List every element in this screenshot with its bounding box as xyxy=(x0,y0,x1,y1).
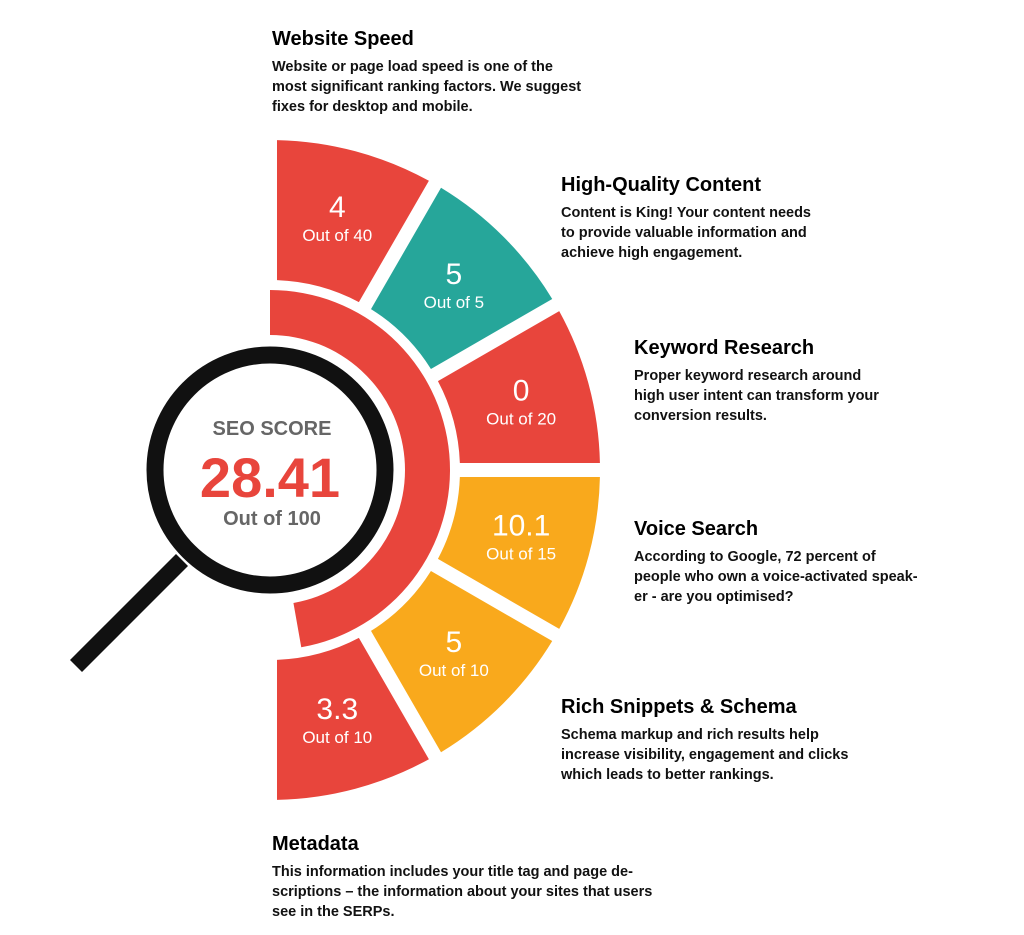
score-segment: 4 Out of 40 xyxy=(276,140,429,303)
factor-title: High-Quality Content xyxy=(561,174,761,196)
segment-out-of: Out of 40 xyxy=(302,226,372,245)
score-segments: 4 Out of 40 5 Out of 5 0 Out of 20 10.1 Out of … xyxy=(276,140,600,800)
segment-out-of: Out of 20 xyxy=(486,410,556,429)
factor-description: Website or page load speed is one of the… xyxy=(272,59,582,115)
factor-description: According to Google, 72 percent of people… xyxy=(634,549,918,605)
factor-description: Proper keyword research around high user … xyxy=(634,368,879,424)
magnifier-icon xyxy=(69,346,394,673)
score-out-of: Out of 100 xyxy=(223,508,321,530)
segment-value: 5 xyxy=(446,258,463,291)
factor-title: Rich Snippets & Schema xyxy=(561,696,797,718)
score-segment: 5 Out of 10 xyxy=(370,570,553,753)
score-value: 28.41 xyxy=(200,446,340,509)
score-inner-arc xyxy=(270,290,450,648)
segment-value: 0 xyxy=(513,375,530,408)
factor-voice-search: Voice Search According to Google, 72 per… xyxy=(634,517,994,607)
score-title: SEO SCORE xyxy=(213,418,332,440)
segment-out-of: Out of 10 xyxy=(419,661,489,680)
factor-description: This information includes your title tag… xyxy=(272,864,653,920)
factor-keyword-research: Keyword Research Proper keyword research… xyxy=(634,336,994,426)
factor-website-speed: Website Speed Website or page load speed… xyxy=(272,27,632,117)
segment-out-of: Out of 10 xyxy=(302,728,372,747)
segment-value: 4 xyxy=(329,191,346,224)
segment-value: 3.3 xyxy=(316,693,358,726)
segment-shape xyxy=(276,637,429,800)
segment-out-of: Out of 5 xyxy=(424,293,484,312)
score-segment: 3.3 Out of 10 xyxy=(276,637,429,800)
factor-high-quality-content: High-Quality Content Content is King! Yo… xyxy=(561,173,921,263)
segment-shape xyxy=(370,570,553,753)
factor-description: Schema markup and rich results help incre… xyxy=(561,727,849,783)
score-segment: 5 Out of 5 xyxy=(370,187,553,370)
factor-description: Content is King! Your content needs to pr… xyxy=(561,205,811,261)
segment-value: 10.1 xyxy=(492,509,550,542)
segment-shape xyxy=(437,476,600,629)
segment-out-of: Out of 15 xyxy=(486,544,556,563)
segment-shape xyxy=(276,140,429,303)
segment-value: 5 xyxy=(446,626,463,659)
segment-shape xyxy=(437,311,600,464)
factor-title: Website Speed xyxy=(272,28,414,50)
score-segment: 10.1 Out of 15 xyxy=(437,476,600,629)
factor-metadata: Metadata This information includes your … xyxy=(272,832,692,922)
factor-title: Voice Search xyxy=(634,518,759,540)
segment-shape xyxy=(370,187,553,370)
factor-rich-snippets-schema: Rich Snippets & Schema Schema markup and… xyxy=(561,695,921,785)
score-segment: 0 Out of 20 xyxy=(437,311,600,464)
factor-title: Keyword Research xyxy=(634,337,815,359)
factor-title: Metadata xyxy=(272,833,359,855)
